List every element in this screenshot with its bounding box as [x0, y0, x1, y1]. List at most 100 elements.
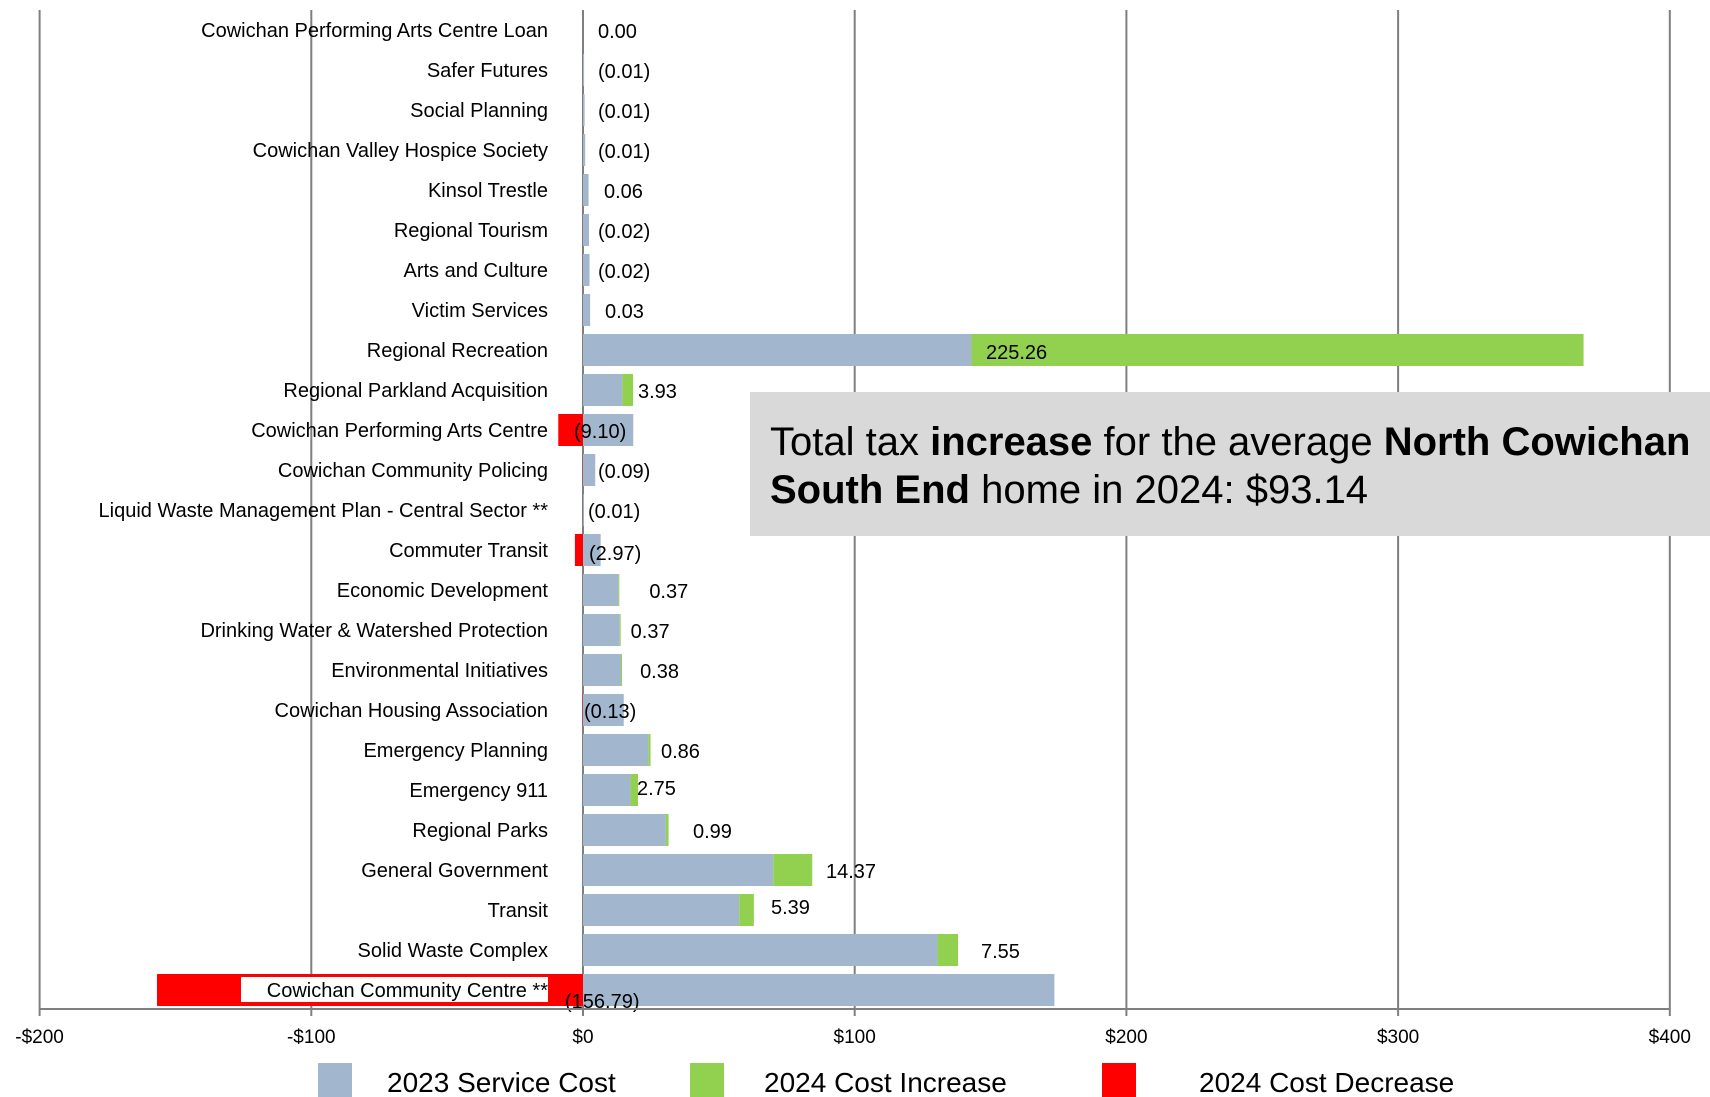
x-tick-label: $200: [1105, 1027, 1147, 1048]
data-label: 2.75: [637, 778, 676, 800]
legend: 2023 Service Cost 2024 Cost Increase 2024 …: [318, 1063, 1454, 1097]
bar-2023-service-cost: [583, 534, 601, 566]
bar-2023-service-cost: [583, 294, 591, 326]
category-label: Cowichan Community Centre **: [267, 980, 548, 1002]
bar-2023-service-cost: [583, 974, 1055, 1006]
category-label: Kinsol Trestle: [428, 180, 548, 202]
data-label: 0.86: [661, 741, 700, 763]
data-label: (0.01): [598, 61, 650, 83]
legend-label: 2024 Cost Increase: [764, 1067, 1007, 1097]
callout-bold-increase: increase: [930, 420, 1093, 464]
bar-2023-service-cost: [583, 134, 586, 166]
category-label: Economic Development: [337, 580, 549, 602]
data-label: 0.03: [605, 301, 644, 323]
category-label: Commuter Transit: [389, 540, 548, 562]
category-labels: Cowichan Performing Arts Centre Loan Safe…: [99, 20, 549, 1002]
bar-2023-service-cost: [583, 774, 631, 806]
category-label: Cowichan Housing Association: [275, 700, 549, 722]
bar-2023-service-cost: [583, 334, 972, 366]
bar-2024-cost-increase: [739, 894, 754, 926]
category-label: Cowichan Valley Hospice Society: [253, 140, 548, 162]
callout-text-3: home in 2024: $93.14: [969, 468, 1369, 512]
bar-2023-service-cost: [583, 374, 623, 406]
category-label: Regional Tourism: [394, 220, 548, 242]
legend-label: 2024 Cost Decrease: [1199, 1067, 1454, 1097]
category-label: Regional Recreation: [367, 340, 548, 362]
bar-2023-service-cost: [583, 414, 634, 446]
callout-text-2: for the average: [1092, 420, 1384, 464]
bar-2023-service-cost: [583, 254, 590, 286]
bar-2023-service-cost: [583, 94, 585, 126]
x-tick-label: $300: [1377, 1027, 1419, 1048]
bar-2023-service-cost: [583, 934, 938, 966]
bar-2023-service-cost: [583, 614, 620, 646]
category-label: Arts and Culture: [403, 260, 548, 282]
bar-2024-cost-increase: [773, 854, 813, 886]
data-label: (0.09): [598, 461, 650, 483]
category-label: Regional Parkland Acquisition: [283, 380, 548, 402]
category-label: General Government: [361, 860, 548, 882]
data-label: (9.10): [574, 421, 626, 443]
data-label: 0.06: [604, 181, 643, 203]
data-label: 0.00: [598, 21, 637, 43]
x-axis: -$200 -$100 $0 $100 $200 $300 $400: [15, 1008, 1691, 1048]
bar-2024-cost-increase: [630, 774, 639, 806]
legend-swatch: [1102, 1063, 1136, 1097]
category-label: Cowichan Community Policing: [278, 460, 548, 482]
bar-2023-service-cost: [583, 494, 584, 526]
data-label: (0.02): [598, 221, 650, 243]
bar-2023-service-cost: [583, 814, 666, 846]
data-label: (0.02): [598, 261, 650, 283]
data-label: 0.37: [649, 581, 688, 603]
data-label: 14.37: [826, 861, 876, 883]
data-label: 5.39: [771, 897, 810, 919]
x-tick-label: $400: [1649, 1027, 1691, 1048]
category-label: Solid Waste Complex: [358, 940, 548, 962]
callout-bold-area: North Cowichan South End: [770, 420, 1691, 512]
value-labels: 0.00 (0.01) (0.01) (0.01) 0.06 (0.02) (0.02) 0.…: [565, 21, 1047, 1013]
data-label: (0.13): [584, 701, 636, 723]
category-label: Safer Futures: [427, 60, 548, 82]
category-label: Liquid Waste Management Plan - Central S…: [99, 500, 549, 522]
data-label: (156.79): [565, 991, 640, 1013]
data-label: 3.93: [638, 381, 677, 403]
x-tick-label: -$200: [15, 1027, 64, 1048]
category-label: Drinking Water & Watershed Protection: [200, 620, 548, 642]
data-label: (0.01): [588, 501, 640, 523]
bar-2024-cost-decrease: [574, 534, 583, 566]
data-label: 0.38: [640, 661, 679, 683]
bar-2024-cost-increase: [971, 334, 1584, 366]
category-label: Victim Services: [412, 300, 548, 322]
bar-2023-service-cost: [583, 174, 589, 206]
bar-2024-cost-increase: [665, 814, 669, 846]
bar-2023-service-cost: [583, 894, 740, 926]
category-label: Social Planning: [410, 100, 548, 122]
bar-2024-cost-increase: [619, 614, 621, 646]
data-label: (2.97): [589, 543, 641, 565]
bar-2024-cost-increase: [622, 374, 634, 406]
category-label: Cowichan Performing Arts Centre: [251, 420, 548, 442]
data-label: 0.37: [631, 621, 670, 643]
data-label: 7.55: [981, 941, 1020, 963]
bar-2023-service-cost: [583, 694, 624, 726]
category-label: Transit: [488, 900, 549, 922]
x-tick-label: $100: [834, 1027, 876, 1048]
legend-swatch: [318, 1063, 352, 1097]
x-tick-label: -$100: [287, 1027, 336, 1048]
legend-swatch: [690, 1063, 724, 1097]
data-label: (0.01): [598, 101, 650, 123]
legend-label: 2023 Service Cost: [387, 1067, 616, 1097]
bar-2023-service-cost: [583, 454, 596, 486]
bar-2024-cost-increase: [937, 934, 959, 966]
data-label: (0.01): [598, 141, 650, 163]
bar-2024-cost-decrease: [558, 414, 583, 446]
category-label-background: [241, 977, 548, 1002]
bar-2023-service-cost: [583, 734, 649, 766]
bar-2023-service-cost: [583, 854, 774, 886]
category-label: Emergency Planning: [363, 740, 548, 762]
total-increase-callout: Total tax increase for the average North…: [750, 392, 1710, 536]
bar-2024-cost-increase: [648, 734, 651, 766]
category-label: Cowichan Performing Arts Centre Loan: [201, 20, 548, 42]
bar-2023-service-cost: [583, 574, 619, 606]
